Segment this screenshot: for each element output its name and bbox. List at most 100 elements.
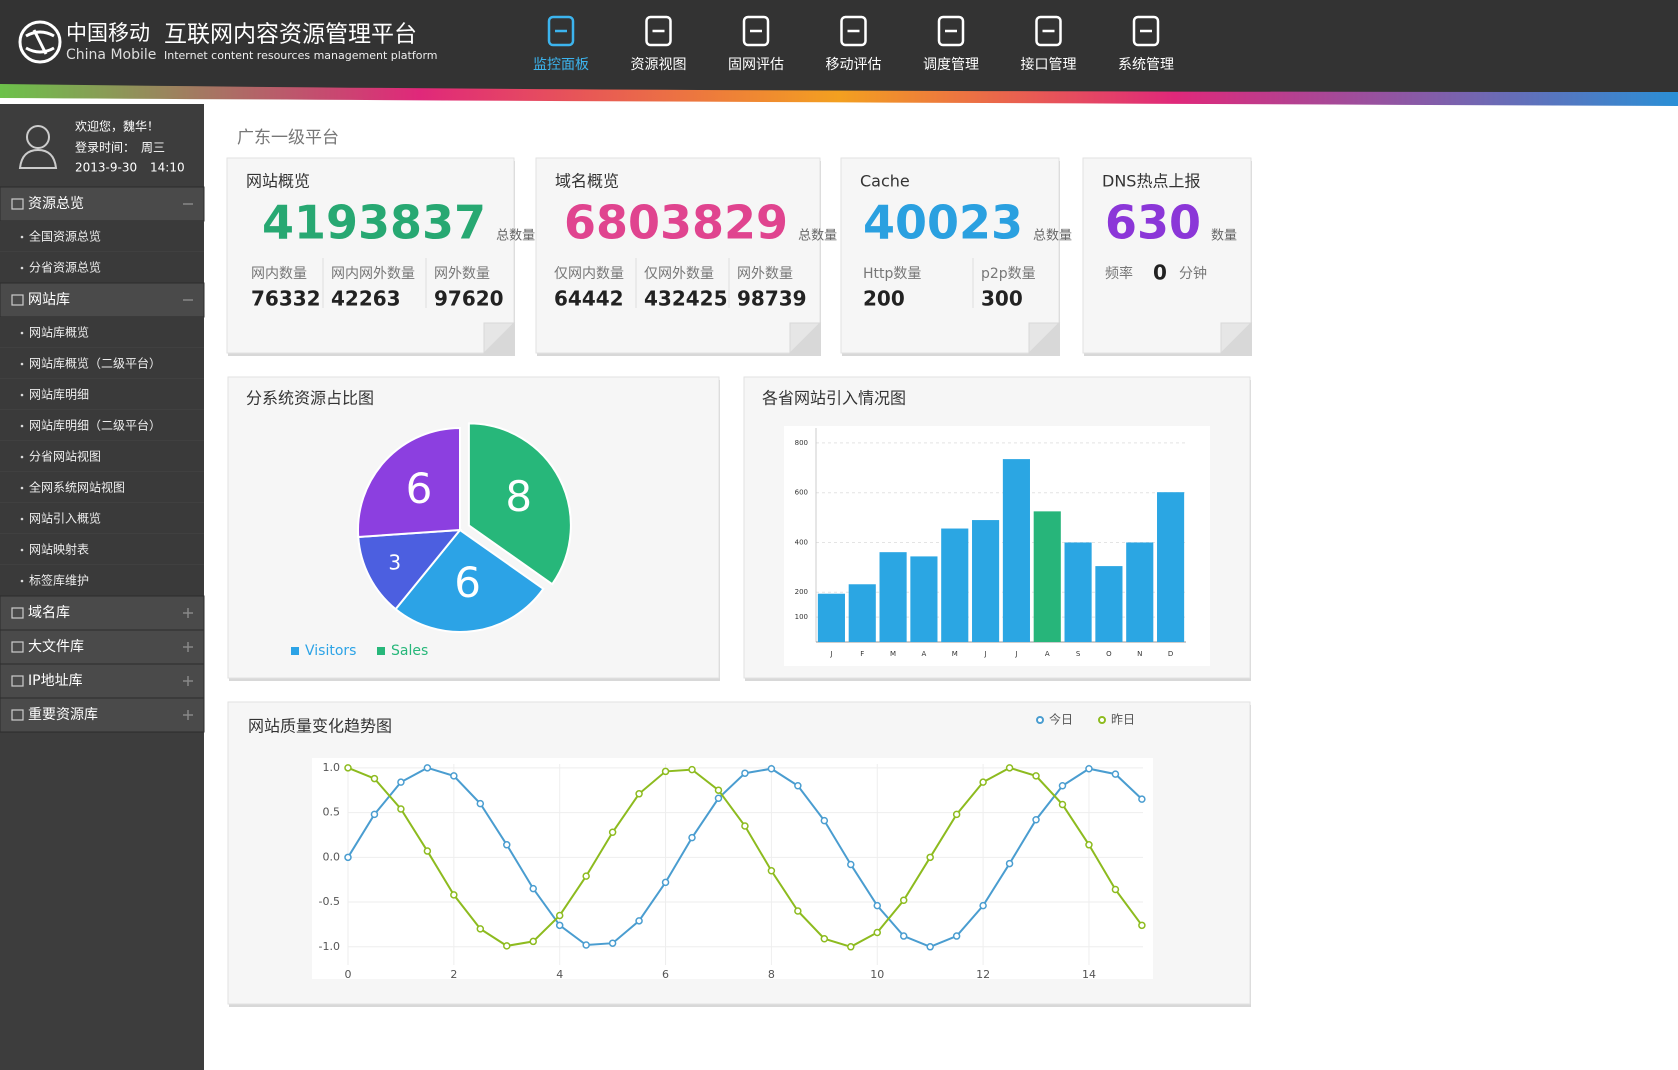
menu-item-row[interactable] xyxy=(0,252,204,283)
nav-icon[interactable] xyxy=(1132,15,1160,47)
nav-icon[interactable] xyxy=(547,15,575,47)
nav-item[interactable]: 调度管理 xyxy=(923,57,979,73)
menu-header[interactable] xyxy=(0,629,205,665)
menu-item[interactable]: 网站库概览（二级平台） xyxy=(29,356,161,371)
menu-item[interactable]: 全国资源总览 xyxy=(29,229,101,244)
menu-item[interactable]: 网站引入概览 xyxy=(29,511,101,526)
card-title: Cache xyxy=(860,172,910,191)
menu-item[interactable]: 网站库明细 xyxy=(29,387,89,402)
card-total: 6803829 xyxy=(564,196,788,250)
menu-header-label[interactable]: IP地址库 xyxy=(28,673,83,689)
card-item-value: 0 xyxy=(1153,261,1167,285)
series-point xyxy=(926,853,934,862)
nav-item[interactable]: 接口管理 xyxy=(1021,56,1077,73)
bar xyxy=(879,552,907,642)
menu-item-row[interactable] xyxy=(0,472,204,503)
nav-icon[interactable] xyxy=(840,15,867,47)
logo-text-en: China Mobile xyxy=(66,47,156,63)
bar xyxy=(1126,542,1154,642)
x-tick-label: 0 xyxy=(344,968,351,981)
nav-item[interactable]: 资源视图 xyxy=(631,57,687,73)
platform-title: 互联网内容资源管理平台 xyxy=(164,22,417,48)
menu-item[interactable]: 分省网站视图 xyxy=(29,449,101,464)
nav-icon[interactable] xyxy=(1035,15,1062,47)
series-point xyxy=(608,828,617,837)
nav-icon[interactable] xyxy=(937,15,965,47)
menu-header-label[interactable]: 重要资源库 xyxy=(28,707,98,723)
series-point xyxy=(450,772,458,780)
menu-header-label[interactable]: 网站库 xyxy=(28,292,70,308)
card-item-label: p2p数量 xyxy=(981,266,1036,282)
series-point xyxy=(582,872,590,880)
menu-header[interactable] xyxy=(0,282,205,318)
series-point xyxy=(794,781,802,790)
pie-slice xyxy=(467,422,572,586)
legend-marker xyxy=(1098,716,1106,724)
series-point xyxy=(873,901,882,910)
x-tick-label: A xyxy=(922,650,927,658)
welcome: 欢迎您，魏华！ xyxy=(75,119,159,134)
menu-item[interactable]: 网站库概览 xyxy=(29,325,89,340)
menu-item[interactable]: 网站映射表 xyxy=(29,542,89,557)
menu-header[interactable] xyxy=(0,595,205,631)
series-point xyxy=(820,934,829,943)
menu-item-row[interactable] xyxy=(0,317,204,348)
series-point xyxy=(714,786,723,794)
menu-item[interactable]: 标签库维护 xyxy=(29,573,89,588)
menu-header[interactable] xyxy=(0,186,205,222)
menu-bullet xyxy=(20,486,24,490)
menu-item-row[interactable] xyxy=(0,503,204,534)
menu-item-row[interactable] xyxy=(0,379,204,410)
series-point xyxy=(503,942,511,950)
series-point xyxy=(529,884,537,893)
menu-header-label[interactable]: 大文件库 xyxy=(28,639,84,655)
menu-item-row[interactable] xyxy=(0,410,204,441)
nav-item[interactable]: 固网评估 xyxy=(728,57,784,73)
series-point xyxy=(741,769,749,777)
series-point xyxy=(1032,772,1040,780)
menu-item-row[interactable] xyxy=(0,221,204,252)
menu-item[interactable]: 分省资源总览 xyxy=(29,260,101,275)
nav-icon[interactable] xyxy=(645,15,672,47)
page-title: 广东一级平台 xyxy=(237,128,339,148)
menu-header-label[interactable]: 域名库 xyxy=(28,605,70,621)
nav-item[interactable]: 监控面板 xyxy=(533,57,589,73)
menu-item-row[interactable] xyxy=(0,534,204,565)
menu-icon xyxy=(11,641,24,653)
card-total: 4193837 xyxy=(262,196,486,250)
x-tick-label: N xyxy=(1137,650,1142,658)
menu-header[interactable] xyxy=(0,697,205,733)
pie-slice xyxy=(394,528,545,633)
menu-icon xyxy=(11,607,24,619)
series-point xyxy=(661,878,670,887)
series-point xyxy=(503,841,511,849)
series-point xyxy=(450,891,458,899)
menu-item-row[interactable] xyxy=(0,565,204,596)
card-item-value: 432425 xyxy=(644,287,728,311)
legend-label: Visitors xyxy=(305,643,356,659)
card-fold xyxy=(483,322,516,355)
menu-item-row[interactable] xyxy=(0,348,204,379)
card-item-value: 200 xyxy=(863,287,905,311)
menu-item[interactable]: 全网系统网站视图 xyxy=(29,480,125,495)
menu-bullet xyxy=(20,362,24,366)
logo-icon-mark xyxy=(25,29,55,55)
nav-item[interactable]: 移动评估 xyxy=(826,57,882,73)
menu-header-label[interactable]: 资源总览 xyxy=(28,196,84,212)
menu-item[interactable]: 网站库明细（二级平台） xyxy=(29,418,161,433)
chart-title: 分系统资源占比图 xyxy=(246,389,374,408)
series-point xyxy=(979,901,987,910)
card-item-value: 42263 xyxy=(331,287,401,311)
nav-item[interactable]: 系统管理 xyxy=(1118,57,1174,73)
nav-icon[interactable] xyxy=(742,15,770,47)
menu-bullet xyxy=(20,266,24,270)
legend-swatch xyxy=(377,647,385,655)
card-total: 630 xyxy=(1105,196,1201,250)
menu-header[interactable] xyxy=(0,663,205,699)
legend-label: Sales xyxy=(391,643,428,659)
series-point xyxy=(926,943,934,951)
menu-item-row[interactable] xyxy=(0,441,204,472)
series-point xyxy=(688,833,696,842)
menu-bullet xyxy=(20,548,24,552)
